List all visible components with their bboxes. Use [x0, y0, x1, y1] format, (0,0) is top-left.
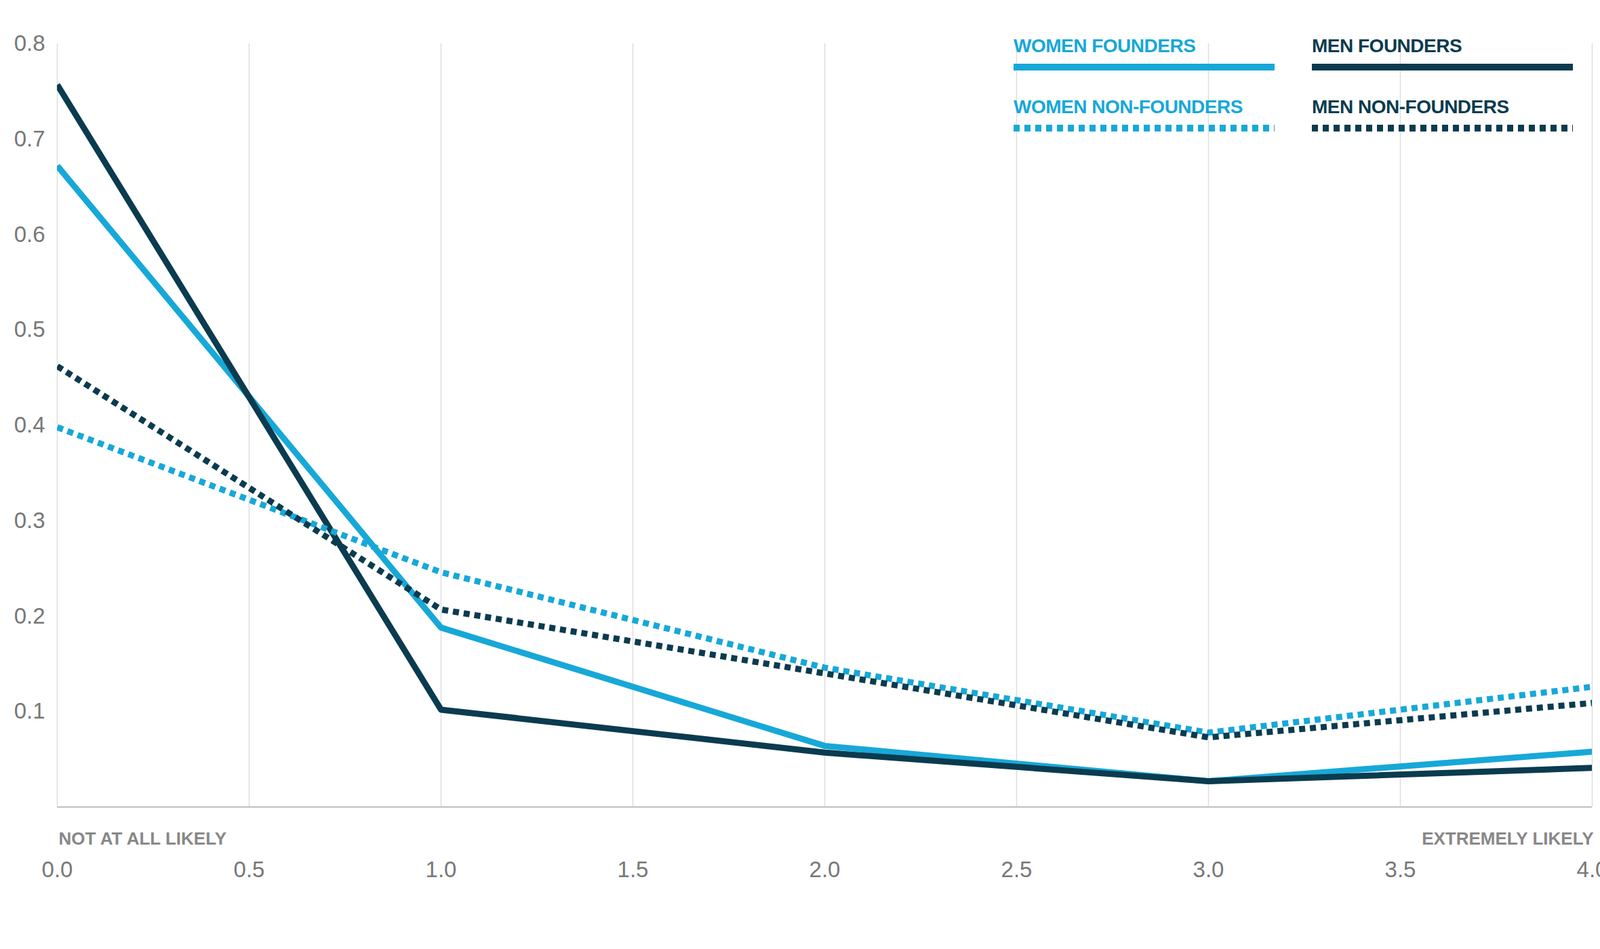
svg-text:0.8: 0.8 — [14, 30, 46, 56]
svg-text:0.0: 0.0 — [42, 856, 74, 883]
svg-text:3.5: 3.5 — [1385, 856, 1417, 883]
svg-text:0.5: 0.5 — [14, 316, 46, 342]
svg-text:0.6: 0.6 — [14, 221, 46, 247]
svg-text:0.3: 0.3 — [14, 507, 46, 533]
svg-text:2.5: 2.5 — [1001, 856, 1033, 883]
svg-text:3.0: 3.0 — [1193, 856, 1225, 883]
html-text:MEN FOUNDERS: MEN FOUNDERS — [1311, 35, 1462, 57]
svg-text:0.5: 0.5 — [233, 856, 266, 883]
html-text:WOMEN FOUNDERS: WOMEN FOUNDERS — [1013, 35, 1196, 57]
svg-text:NOT AT ALL LIKELY: NOT AT ALL LIKELY — [58, 828, 227, 849]
svg-text:1.0: 1.0 — [425, 856, 457, 883]
html-text:MEN NON-FOUNDERS: MEN NON-FOUNDERS — [1311, 96, 1509, 118]
svg-text:4.0: 4.0 — [1576, 856, 1600, 883]
svg-text:EXTREMELY LIKELY: EXTREMELY LIKELY — [1421, 828, 1594, 849]
svg-text:2.0: 2.0 — [809, 856, 841, 883]
svg-text:0.2: 0.2 — [14, 603, 46, 629]
svg-text:0.4: 0.4 — [14, 412, 46, 438]
svg-text:0.1: 0.1 — [14, 698, 46, 724]
svg-text:0.7: 0.7 — [14, 126, 46, 152]
html-text:WOMEN NON-FOUNDERS: WOMEN NON-FOUNDERS — [1013, 96, 1243, 118]
svg-text:1.5: 1.5 — [617, 856, 649, 883]
